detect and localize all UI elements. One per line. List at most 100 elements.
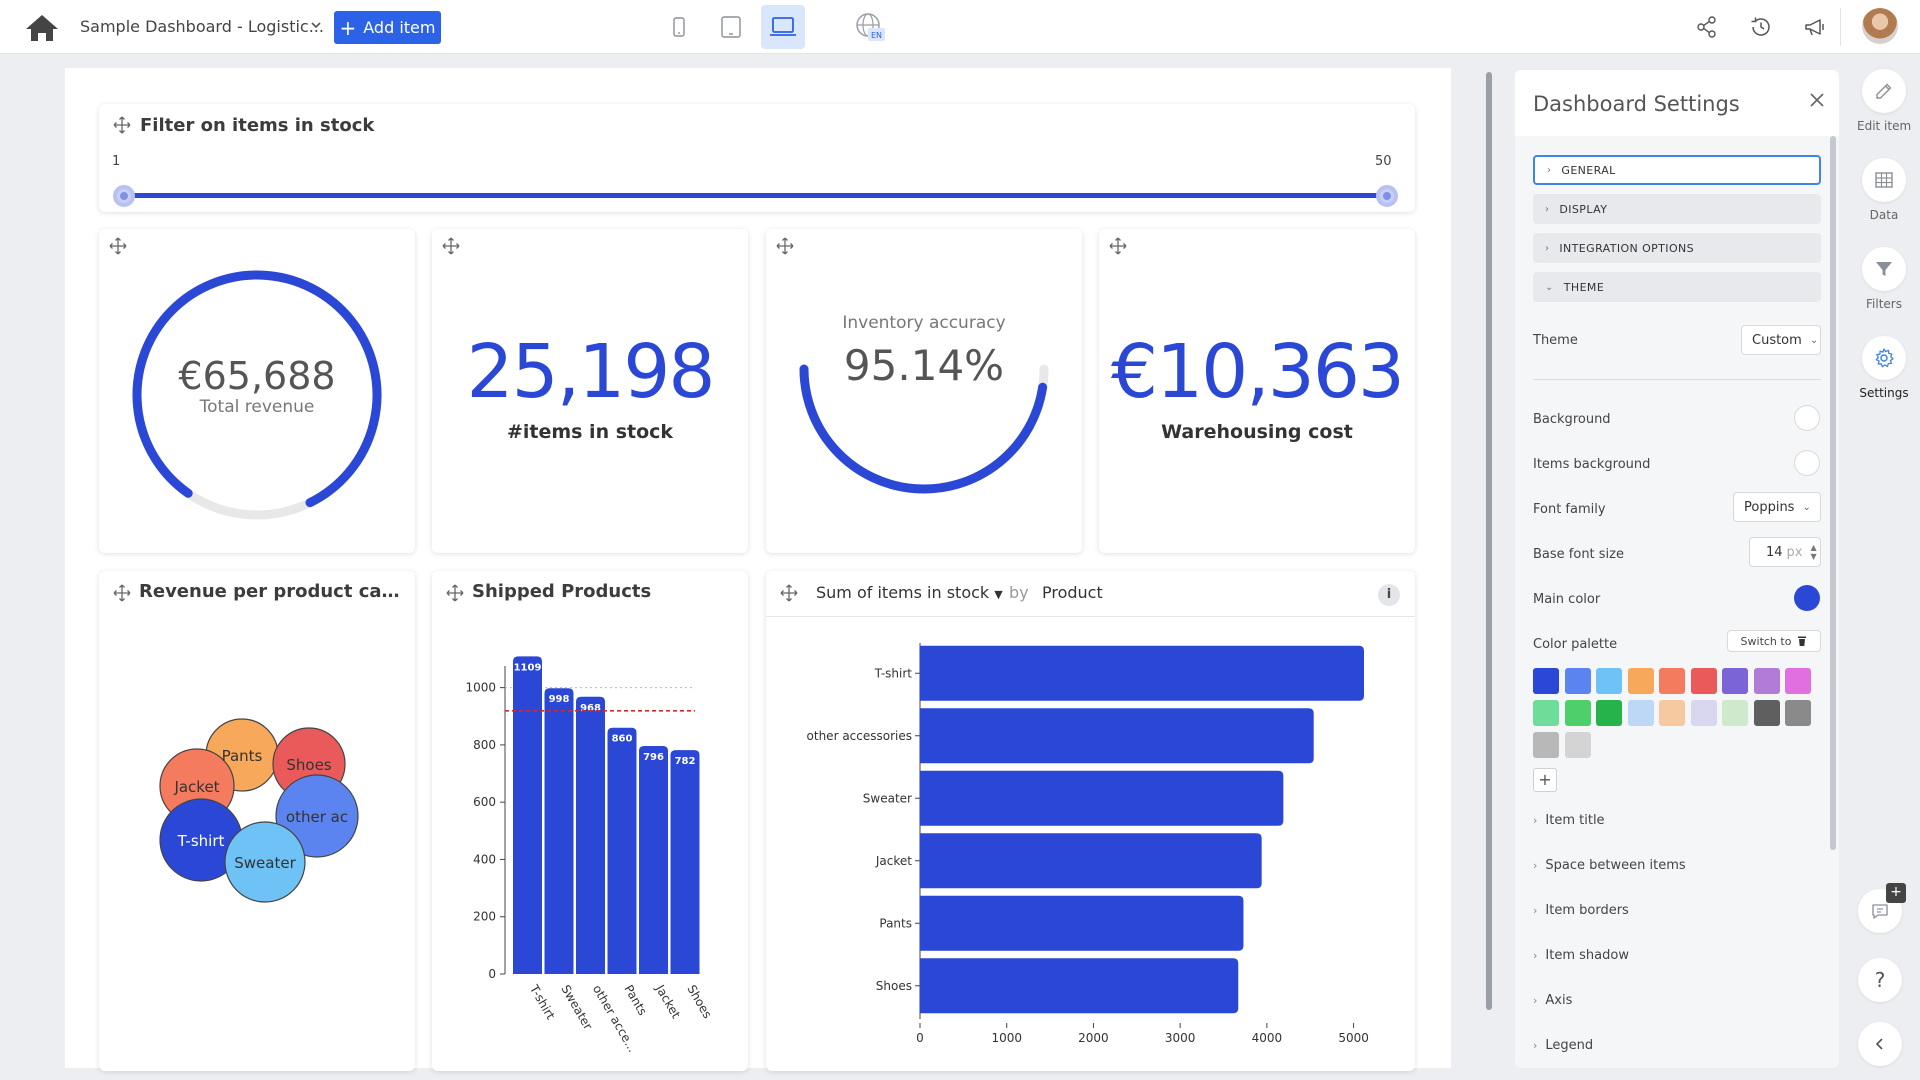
palette-swatch[interactable] — [1533, 732, 1559, 758]
bar-T-shirt[interactable] — [920, 645, 1365, 701]
palette-swatch[interactable] — [1785, 668, 1811, 694]
history-icon[interactable] — [1749, 15, 1773, 39]
move-icon[interactable] — [109, 237, 127, 255]
palette-swatch[interactable] — [1564, 700, 1591, 726]
y-tick-label: 1000 — [465, 681, 496, 695]
section-integration-options[interactable]: › INTEGRATION OPTIONS — [1533, 233, 1821, 263]
items-in-stock-value: 25,198 — [466, 329, 716, 415]
space-between-items-option[interactable]: › Space between items — [1533, 858, 1686, 873]
move-icon[interactable] — [1109, 237, 1127, 255]
item-title-option[interactable]: › Item title — [1533, 813, 1605, 828]
legend-option[interactable]: › Legend — [1533, 1038, 1593, 1053]
warehousing-cost-card[interactable]: €10,363 Warehousing cost — [1099, 229, 1415, 553]
dimension-selector[interactable]: Product — [1042, 583, 1103, 602]
palette-swatch[interactable] — [1564, 732, 1591, 758]
palette-swatch[interactable] — [1627, 700, 1654, 726]
palette-swatch[interactable] — [1753, 700, 1780, 726]
measure-selector[interactable]: Sum of items in stock ▼ — [816, 583, 1003, 602]
section-theme[interactable]: ⌄ THEME — [1533, 272, 1821, 302]
stepper-icon[interactable]: ▲ ▼ — [1810, 543, 1817, 561]
move-icon[interactable] — [113, 116, 131, 134]
palette-swatch[interactable] — [1753, 668, 1780, 694]
bar-Shoes[interactable] — [670, 750, 700, 974]
palette-swatch[interactable] — [1533, 668, 1559, 694]
chevron-down-icon[interactable] — [308, 17, 324, 33]
slider-min-handle[interactable] — [113, 185, 135, 207]
background-color-picker[interactable] — [1794, 405, 1820, 431]
palette-swatch[interactable] — [1564, 668, 1591, 694]
revenue-kpi-card[interactable]: €65,688 Total revenue — [99, 229, 415, 553]
comments-button[interactable]: + — [1858, 883, 1906, 933]
bar-Jacket[interactable] — [920, 833, 1262, 889]
item-borders-option[interactable]: › Item borders — [1533, 903, 1629, 918]
bar-T-shirt[interactable] — [513, 656, 542, 974]
palette-swatch[interactable] — [1690, 700, 1717, 726]
desktop-view-button[interactable] — [761, 5, 805, 49]
bar-Pants[interactable] — [920, 895, 1244, 951]
items-in-stock-card[interactable]: 25,198 #items in stock — [432, 229, 748, 553]
palette-swatch[interactable] — [1659, 668, 1685, 694]
language-icon[interactable]: EN — [855, 12, 887, 44]
slider-track[interactable] — [124, 193, 1388, 198]
bubble-5[interactable] — [224, 821, 306, 903]
palette-swatch[interactable] — [1596, 700, 1622, 726]
inventory-accuracy-card[interactable]: Inventory accuracy 95.14% — [766, 229, 1082, 553]
rail-data[interactable]: Data — [1857, 158, 1911, 222]
items-background-color-picker[interactable] — [1794, 450, 1820, 476]
megaphone-icon[interactable] — [1803, 15, 1827, 39]
font-family-select[interactable]: Poppins ⌄ — [1733, 492, 1821, 522]
palette-swatch[interactable] — [1722, 700, 1748, 726]
section-general[interactable]: › GENERAL — [1533, 155, 1821, 185]
bar-Jacket[interactable] — [639, 746, 668, 974]
palette-swatch[interactable] — [1785, 700, 1811, 726]
canvas-scrollbar[interactable] — [1486, 72, 1492, 1010]
move-icon[interactable] — [442, 237, 460, 255]
section-display[interactable]: › DISPLAY — [1533, 194, 1821, 224]
axis-option[interactable]: › Axis — [1533, 993, 1572, 1008]
move-icon[interactable] — [113, 584, 131, 602]
palette-swatch[interactable] — [1659, 700, 1685, 726]
revenue-per-category-card[interactable]: Revenue per product categ... PantsShoesJ… — [99, 571, 415, 1071]
base-font-size-input[interactable]: 14 px ▲ ▼ — [1749, 537, 1821, 567]
bar-other accessories[interactable] — [920, 708, 1314, 764]
add-item-button[interactable]: + Add item — [334, 11, 441, 44]
tablet-view-button[interactable] — [709, 5, 753, 49]
collapse-panel-button[interactable] — [1858, 1022, 1902, 1066]
palette-swatch[interactable] — [1596, 668, 1622, 694]
switch-palette-button[interactable]: Switch to — [1727, 630, 1821, 652]
chevron-right-icon: › — [1533, 994, 1538, 1007]
add-color-button[interactable]: + — [1533, 768, 1557, 792]
bar-Pants[interactable] — [607, 727, 637, 974]
close-icon[interactable] — [1803, 86, 1831, 114]
items-by-product-card[interactable]: Sum of items in stock ▼ by Product i T-s… — [766, 571, 1415, 1071]
y-tick-label: 0 — [488, 967, 496, 981]
palette-swatch[interactable] — [1722, 668, 1748, 694]
user-avatar[interactable] — [1862, 8, 1898, 44]
dashboard-title[interactable]: Sample Dashboard - Logistic... — [80, 17, 324, 36]
home-icon[interactable] — [24, 13, 60, 43]
move-icon[interactable] — [446, 584, 464, 602]
shipped-products-card[interactable]: Shipped Products 0 200 400 600 800 1000 1109 T-… — [432, 571, 748, 1071]
rail-filters[interactable]: Filters — [1857, 247, 1911, 311]
info-icon[interactable]: i — [1378, 584, 1400, 606]
item-shadow-option[interactable]: › Item shadow — [1533, 948, 1629, 963]
mobile-view-button[interactable] — [657, 5, 701, 49]
palette-swatch[interactable] — [1627, 668, 1654, 694]
share-icon[interactable] — [1695, 15, 1719, 39]
move-icon[interactable] — [776, 237, 794, 255]
add-comment-icon[interactable]: + — [1886, 883, 1906, 903]
move-icon[interactable] — [780, 584, 798, 602]
rail-edit-item[interactable]: Edit item — [1857, 69, 1911, 133]
rail-settings[interactable]: Settings — [1857, 336, 1911, 400]
palette-swatch[interactable] — [1533, 700, 1559, 726]
help-button[interactable]: ? — [1858, 958, 1902, 1002]
palette-swatch[interactable] — [1690, 668, 1717, 694]
theme-select[interactable]: Custom ⌄ — [1741, 325, 1821, 355]
main-color-picker[interactable] — [1794, 585, 1820, 611]
slider-max-handle[interactable] — [1376, 185, 1398, 207]
settings-scrollbar[interactable] — [1830, 136, 1836, 850]
bar-Sweater[interactable] — [920, 770, 1284, 826]
bar-Shoes[interactable] — [920, 958, 1239, 1014]
bar-Sweater[interactable] — [544, 688, 574, 974]
bar-other acce...[interactable] — [576, 696, 605, 974]
